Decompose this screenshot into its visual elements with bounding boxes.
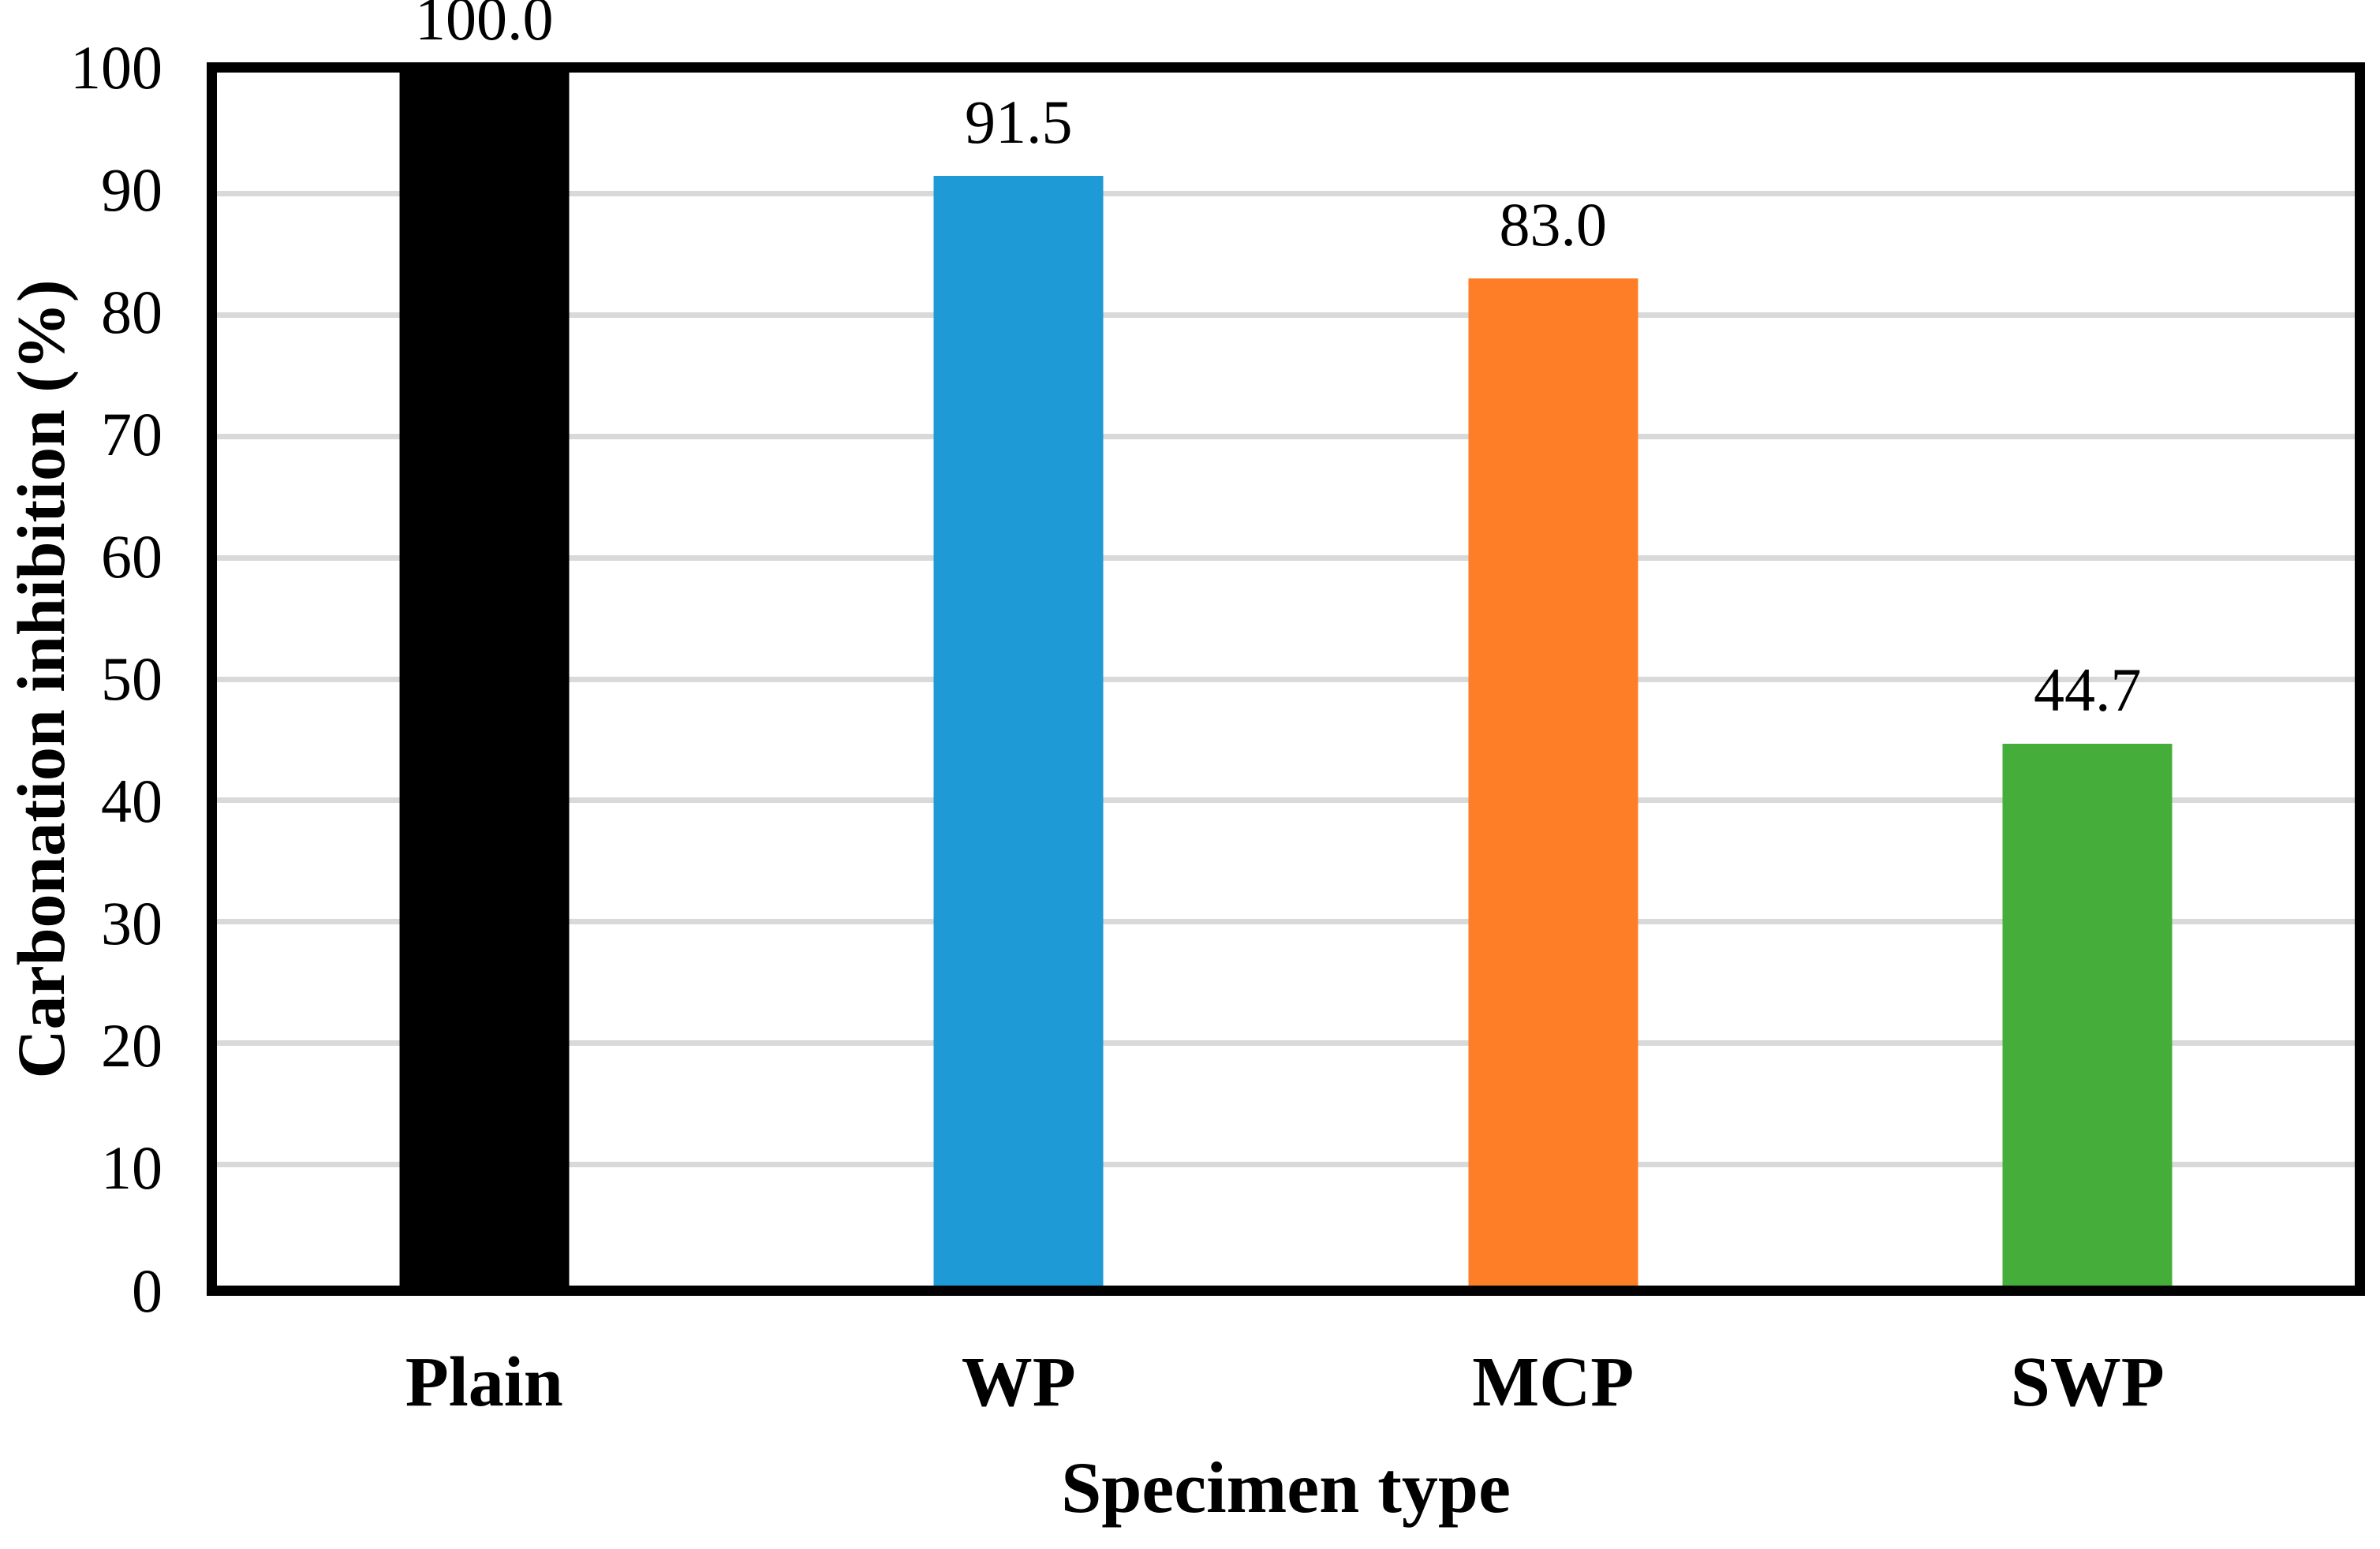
y-tick-label: 30 bbox=[101, 889, 163, 958]
gridline bbox=[217, 554, 2355, 561]
y-tick-label: 50 bbox=[101, 644, 163, 713]
x-axis-title: Specimen type bbox=[1061, 1447, 1511, 1528]
y-tick-label: 0 bbox=[132, 1256, 163, 1325]
gridline bbox=[217, 919, 2355, 925]
y-tick-label: 90 bbox=[101, 155, 163, 224]
bar-value-label: 91.5 bbox=[965, 87, 1073, 156]
gridline bbox=[217, 1161, 2355, 1167]
bar-wp bbox=[933, 175, 1104, 1286]
y-tick-label: 10 bbox=[101, 1133, 163, 1203]
x-tick-label-plain: Plain bbox=[405, 1343, 563, 1421]
y-tick-label: 60 bbox=[101, 521, 163, 591]
y-tick-label: 80 bbox=[101, 277, 163, 346]
x-tick-label-wp: WP bbox=[961, 1343, 1076, 1421]
y-tick-label: 70 bbox=[101, 399, 163, 468]
y-tick-label: 40 bbox=[101, 767, 163, 836]
gridline bbox=[217, 191, 2355, 197]
bar-swp bbox=[2002, 743, 2173, 1286]
gridline bbox=[217, 312, 2355, 319]
gridline bbox=[217, 1040, 2355, 1046]
bar-mcp bbox=[1468, 278, 1638, 1286]
gridline bbox=[217, 433, 2355, 439]
bar-value-label: 44.7 bbox=[2034, 655, 2142, 724]
bar-plain bbox=[399, 73, 570, 1286]
bar-value-label: 100.0 bbox=[415, 0, 554, 54]
gridline bbox=[217, 797, 2355, 804]
gridline bbox=[217, 676, 2355, 682]
x-tick-label-swp: SWP bbox=[2010, 1343, 2165, 1421]
y-tick-label: 100 bbox=[70, 32, 163, 102]
bar-value-label: 83.0 bbox=[1499, 190, 1608, 259]
plot-area bbox=[207, 62, 2365, 1296]
y-tick-label: 20 bbox=[101, 1011, 163, 1081]
x-tick-label-mcp: MCP bbox=[1472, 1343, 1635, 1421]
